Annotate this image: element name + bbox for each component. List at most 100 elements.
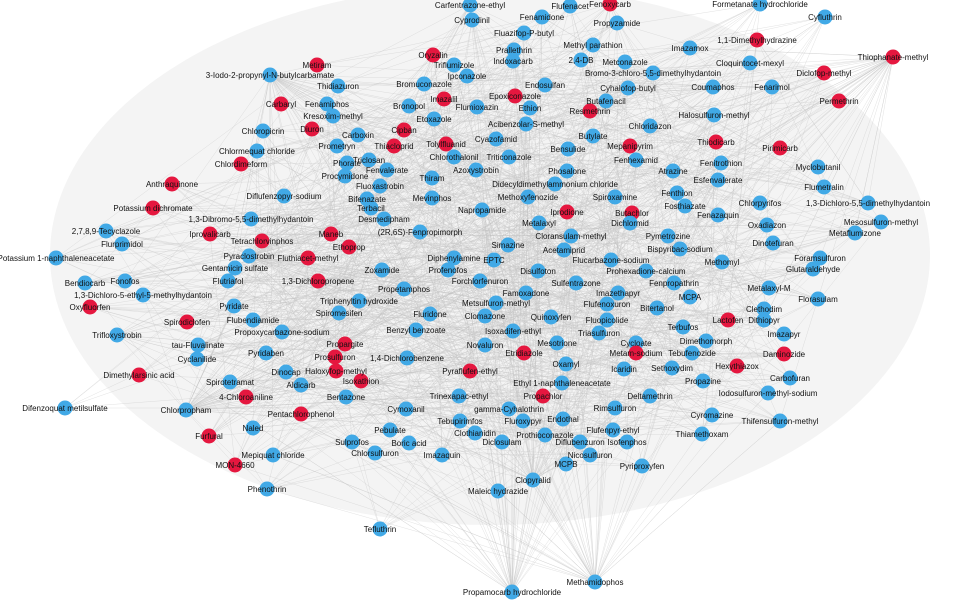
edge <box>594 465 643 583</box>
edge <box>262 130 534 481</box>
edge <box>252 356 336 429</box>
node-label: Cyhalofop-butyl <box>600 84 656 93</box>
edge <box>266 209 483 490</box>
edge <box>338 207 372 314</box>
edge <box>256 39 758 152</box>
node <box>469 99 485 115</box>
node <box>622 138 638 154</box>
node-label: Fenamiphos <box>305 100 349 109</box>
node-label: Trifloxystrobin <box>92 331 142 340</box>
edge <box>171 166 819 185</box>
node-label: Phenothrin <box>248 485 287 494</box>
edge <box>507 244 534 481</box>
node-label: 1,4-Dichlorobenzene <box>370 354 444 363</box>
node-label: Spiroxamine <box>593 193 638 202</box>
node <box>426 111 442 127</box>
node-label: Dinotefuran <box>752 239 793 248</box>
node <box>339 155 355 171</box>
node <box>591 325 607 341</box>
node <box>816 65 832 81</box>
node-label: Iprodione <box>550 208 584 217</box>
node-label: Fenpropathrin <box>649 279 699 288</box>
node-label: Napropamide <box>458 206 507 215</box>
edge <box>248 222 540 257</box>
edge <box>701 261 723 435</box>
node <box>710 172 726 188</box>
node-label: Propachlor <box>524 392 563 401</box>
node <box>704 407 720 423</box>
node-label: Triticonazole <box>486 153 532 162</box>
node-label: Bispyribac-sodium <box>647 245 713 254</box>
node <box>328 363 344 379</box>
edge <box>594 221 882 583</box>
node-label: Chloropicrin <box>242 127 285 136</box>
edge <box>311 128 391 431</box>
edge <box>717 214 769 394</box>
edge <box>272 169 388 456</box>
edge <box>766 56 894 226</box>
edge <box>185 268 814 411</box>
edge <box>570 61 626 237</box>
node <box>518 285 534 301</box>
edge <box>234 441 353 466</box>
node-label: Endothal <box>547 415 579 424</box>
node-label: Gentamicin sulfate <box>202 264 269 273</box>
edge <box>185 242 774 411</box>
edge <box>186 305 235 323</box>
node <box>300 250 316 266</box>
node <box>582 103 598 119</box>
edge <box>727 319 785 335</box>
node <box>873 214 889 230</box>
edge <box>266 395 651 490</box>
edge <box>389 86 714 431</box>
node <box>467 425 483 441</box>
node <box>344 434 360 450</box>
edge <box>105 230 513 593</box>
node-label: Desmedipham <box>358 215 410 224</box>
edge <box>229 381 628 443</box>
node-label: Chlormequat chloride <box>219 147 296 156</box>
node-label: Sulprofos <box>335 438 369 447</box>
edge <box>272 454 596 583</box>
node-label: Oxadiazon <box>748 221 786 230</box>
edge <box>408 282 675 444</box>
edge <box>423 32 525 85</box>
edge <box>229 381 596 583</box>
edge <box>269 74 283 333</box>
node-label: Boric acid <box>391 439 426 448</box>
node-label: Propetamphos <box>378 285 430 294</box>
edge <box>537 270 658 309</box>
edge <box>466 75 534 481</box>
node <box>48 250 64 266</box>
node-label: Tebufenozide <box>668 349 716 358</box>
node <box>374 262 390 278</box>
node <box>535 388 551 404</box>
node <box>666 275 682 291</box>
node <box>363 200 379 216</box>
node-label: Chlordimeform <box>215 160 268 169</box>
node <box>367 445 383 461</box>
edge <box>379 298 819 530</box>
edge <box>386 169 534 481</box>
edge <box>594 114 715 583</box>
node <box>276 188 292 204</box>
node-label: Iodosulfuron-methyl-sodium <box>719 389 818 398</box>
edge <box>453 183 556 259</box>
edge <box>423 62 751 85</box>
node <box>222 374 238 390</box>
node <box>537 427 553 443</box>
node <box>684 345 700 361</box>
node-label: (2R,6S)-Fenpropimorph <box>378 228 462 237</box>
edge <box>334 87 629 358</box>
node-label: Clomazone <box>465 312 506 321</box>
edge <box>408 105 717 143</box>
node-label: Terbufos <box>668 323 699 332</box>
node <box>756 312 772 328</box>
node <box>560 141 576 157</box>
edge <box>316 32 525 66</box>
node-label: Foramsulfuron <box>794 254 846 263</box>
edge <box>656 224 768 309</box>
node-label: Simazine <box>492 241 525 250</box>
node <box>293 377 309 393</box>
edge <box>240 163 616 409</box>
